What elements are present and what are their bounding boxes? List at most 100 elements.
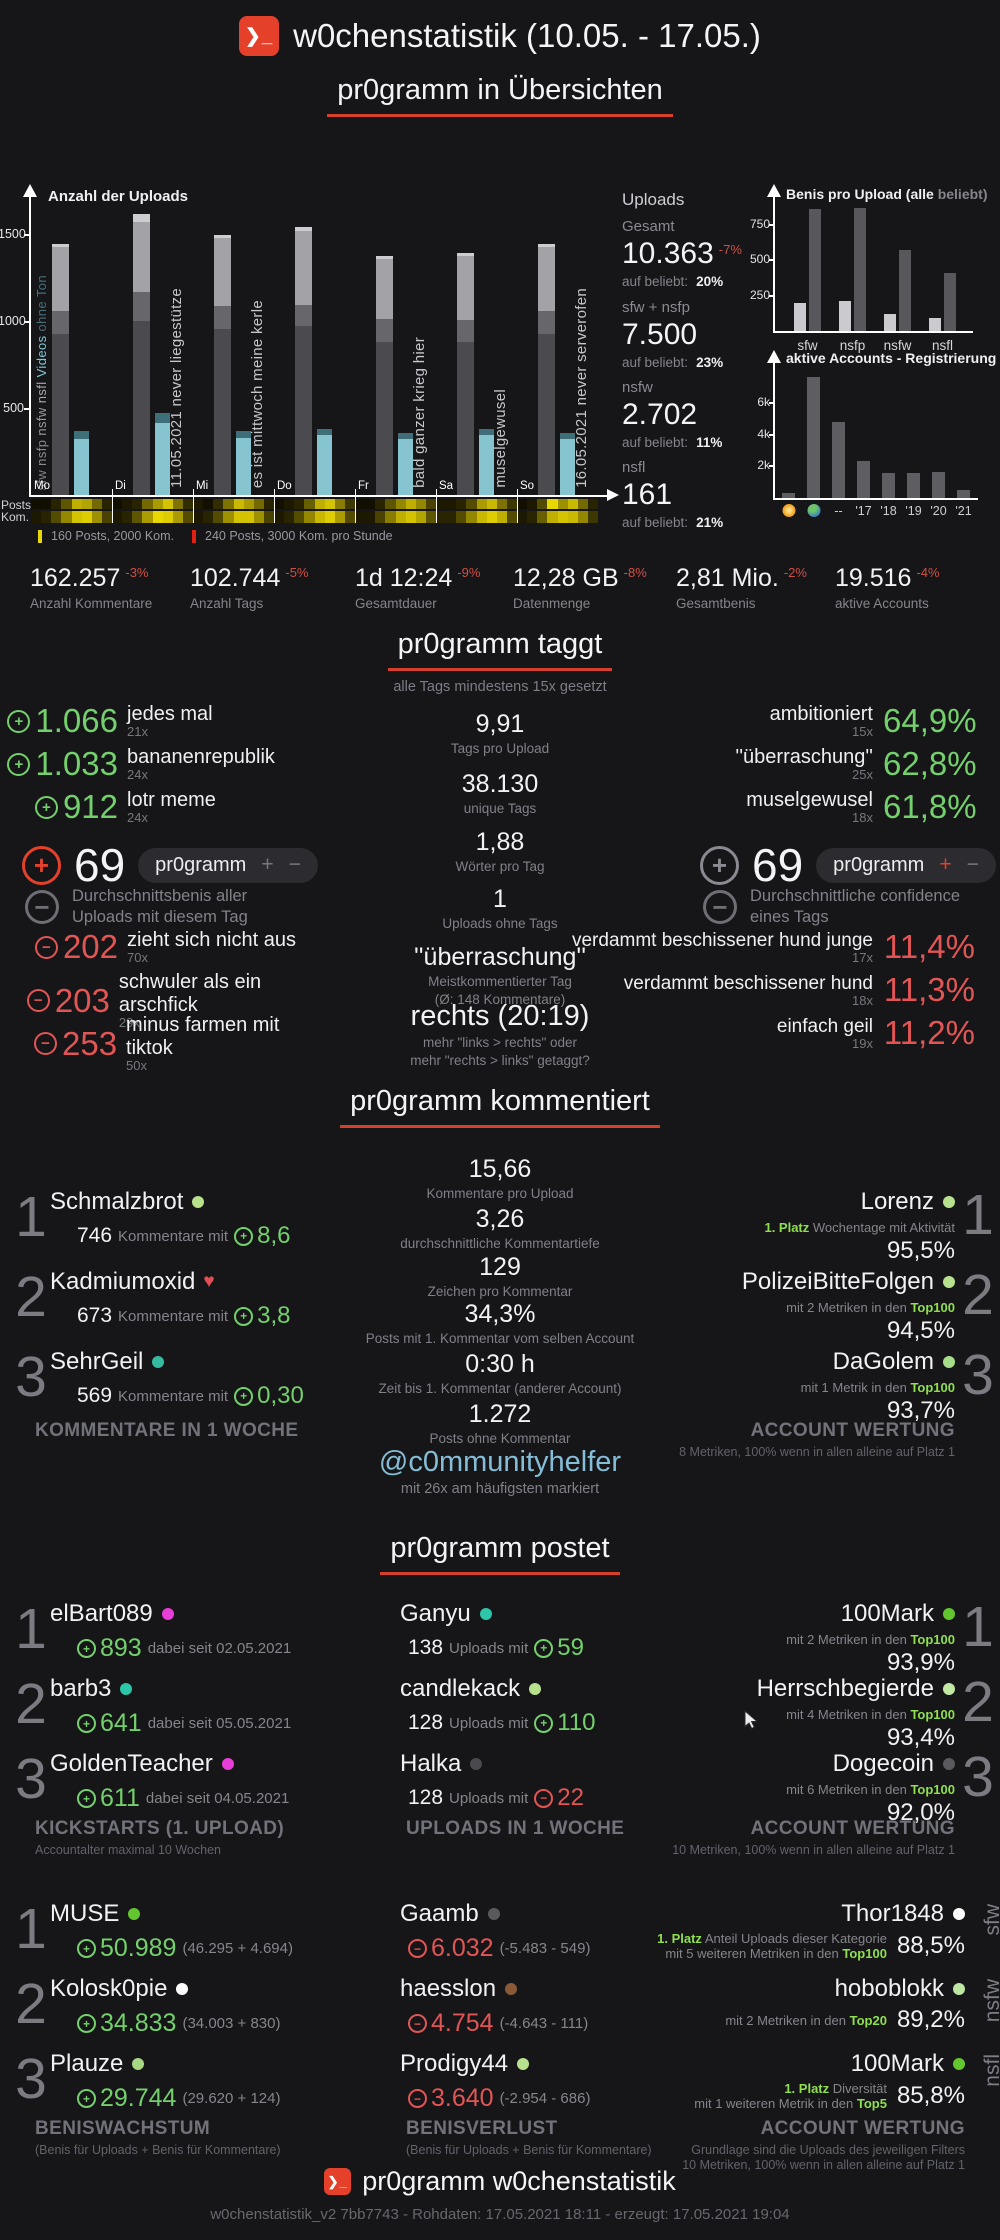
y-tick-6k: 6k xyxy=(757,395,770,409)
bars-area xyxy=(785,208,965,331)
heatmap-cell xyxy=(587,499,598,509)
uploads-nsfw-item: nsfw 2.702 auf beliebt: 11% xyxy=(622,379,723,450)
segment-nsfw xyxy=(376,259,393,319)
legend-label: 240 Posts, 3000 Kom. pro Stunde xyxy=(205,529,393,543)
loss-row: haesslon 4.754(-4.643 - 111) xyxy=(380,1975,588,2038)
user-color-dot xyxy=(479,1608,492,1620)
heatmap-cell xyxy=(223,499,234,509)
x-label: nsfp xyxy=(839,338,866,353)
segment-nsfw xyxy=(214,238,231,306)
heatmap-cell xyxy=(81,499,92,509)
stat-comments: 162.257 -3% Anzahl Kommentare xyxy=(30,564,153,611)
circle-plus-icon xyxy=(234,1306,254,1326)
segment-Videos xyxy=(398,439,413,496)
day-separator xyxy=(355,489,356,523)
x-label: nsfw xyxy=(883,338,912,353)
active-accounts-chart: aktive Accounts - Registrierung 6k 4k 2k… xyxy=(757,350,1000,524)
tag-downvote-button[interactable]: − xyxy=(288,853,301,876)
uploads-nsfl-item: nsfl 161 auf beliebt: 21% xyxy=(622,459,724,530)
segment-sfw xyxy=(52,334,69,496)
heatmap-cell xyxy=(81,511,92,523)
heatmap-cell xyxy=(466,499,477,509)
heatmap-cell xyxy=(213,499,224,509)
user-color-dot xyxy=(176,1983,189,1995)
tag-downvote-button[interactable]: − xyxy=(966,853,979,876)
heatmap-cell xyxy=(344,511,355,523)
heatmap-cell xyxy=(436,499,447,509)
heatmap-cell xyxy=(517,511,528,523)
heatmap-cell xyxy=(557,499,568,509)
user-color-dot xyxy=(132,2058,145,2070)
segment-ohne Ton xyxy=(398,433,413,439)
panel-title: Uploads xyxy=(622,190,685,209)
segment-nsfp xyxy=(295,305,312,326)
x-label: -- xyxy=(834,504,843,518)
benis-group-nsfl xyxy=(920,208,965,331)
y-tick-500: 500 xyxy=(749,252,770,266)
uploads-day-So: 16.05.2021 never serverofen So xyxy=(517,188,598,496)
user-color-dot xyxy=(192,1196,205,1208)
heatmap-cell xyxy=(274,499,285,509)
video-uploads-bar xyxy=(155,413,170,496)
heatmap-cell xyxy=(71,499,82,509)
username: GoldenTeacher xyxy=(50,1750,213,1777)
heatmap-cell xyxy=(112,499,123,509)
heatmap-cell xyxy=(476,511,487,523)
segment-sfw xyxy=(538,334,555,496)
heatmap-cell xyxy=(537,511,548,523)
heatmap-cell xyxy=(31,499,42,509)
tag-pill[interactable]: pr0gramm + − xyxy=(816,847,996,883)
heatmap-cell xyxy=(152,511,163,523)
tag-upvote-button[interactable]: + xyxy=(261,853,274,876)
list-footer: ACCOUNT WERTUNG 10 Metriken, 100% wenn i… xyxy=(672,1818,955,1857)
heatmap-cell xyxy=(446,499,457,509)
heatmap-cell xyxy=(304,499,315,509)
uploads-day-Sa: muselgewusel Sa xyxy=(436,188,517,496)
segment-Videos xyxy=(74,439,89,496)
tag-upvote-button[interactable]: + xyxy=(939,853,952,876)
day-label: Do xyxy=(277,480,292,492)
rank-number: 3 xyxy=(962,1343,994,1407)
heatmap-cell xyxy=(51,511,62,523)
rated-account-row: 1 100Mark mit 2 Metriken in den Top100 9… xyxy=(545,1598,994,1677)
words-per-tag: 1,88 Wörter pro Tag xyxy=(455,828,545,874)
heatmap-cell xyxy=(132,511,143,523)
heatmap-cell xyxy=(547,499,558,509)
image-uploads-bar xyxy=(457,253,474,496)
heatmap-cell xyxy=(577,511,588,523)
tick-mark xyxy=(24,234,29,236)
heatmap-cell xyxy=(486,511,497,523)
tag-pill[interactable]: pr0gramm + − xyxy=(138,847,318,883)
tick-mark xyxy=(769,295,774,297)
comments-per-upload: 15,66 Kommentare pro Upload xyxy=(426,1155,574,1201)
pr0gramm-terminal-icon: ❯_ xyxy=(324,2168,352,2195)
chart-title: Anzahl der Uploads xyxy=(48,188,189,205)
accounts-bar xyxy=(907,473,920,498)
circle-plus-icon xyxy=(77,1939,96,1958)
heatmap-day xyxy=(31,511,112,523)
tick-mark xyxy=(24,408,29,410)
benis-group-nsfp xyxy=(830,208,875,331)
day-label: Mi xyxy=(196,480,209,492)
list-footer: KOMMENTARE IN 1 WOCHE xyxy=(35,1420,299,1441)
kom-strip-label: Kom. xyxy=(1,510,30,524)
heatmap-day xyxy=(517,511,598,523)
benis-loss-list: Gaamb 6.032(-5.483 - 549) haesslon 4.754… xyxy=(380,1892,680,2182)
circle-minus-icon xyxy=(408,2089,427,2108)
heatmap-cell xyxy=(355,511,366,523)
heatmap-cell xyxy=(476,499,487,509)
heatmap-cell xyxy=(182,511,193,523)
uploads-day-Di: 11.05.2021 never liegestütze Di xyxy=(112,188,193,496)
username: Dogecoin xyxy=(832,1750,934,1777)
user-color-dot xyxy=(505,1983,518,1995)
heatmap-cell xyxy=(51,499,62,509)
day-label: Mo xyxy=(34,480,50,492)
image-uploads-bar xyxy=(214,235,231,496)
heatmap-cell xyxy=(314,511,325,523)
heatmap-cell xyxy=(193,511,204,523)
heatmap-cell xyxy=(517,499,528,509)
user-color-dot xyxy=(128,1908,141,1920)
heatmap-cell xyxy=(243,499,254,509)
